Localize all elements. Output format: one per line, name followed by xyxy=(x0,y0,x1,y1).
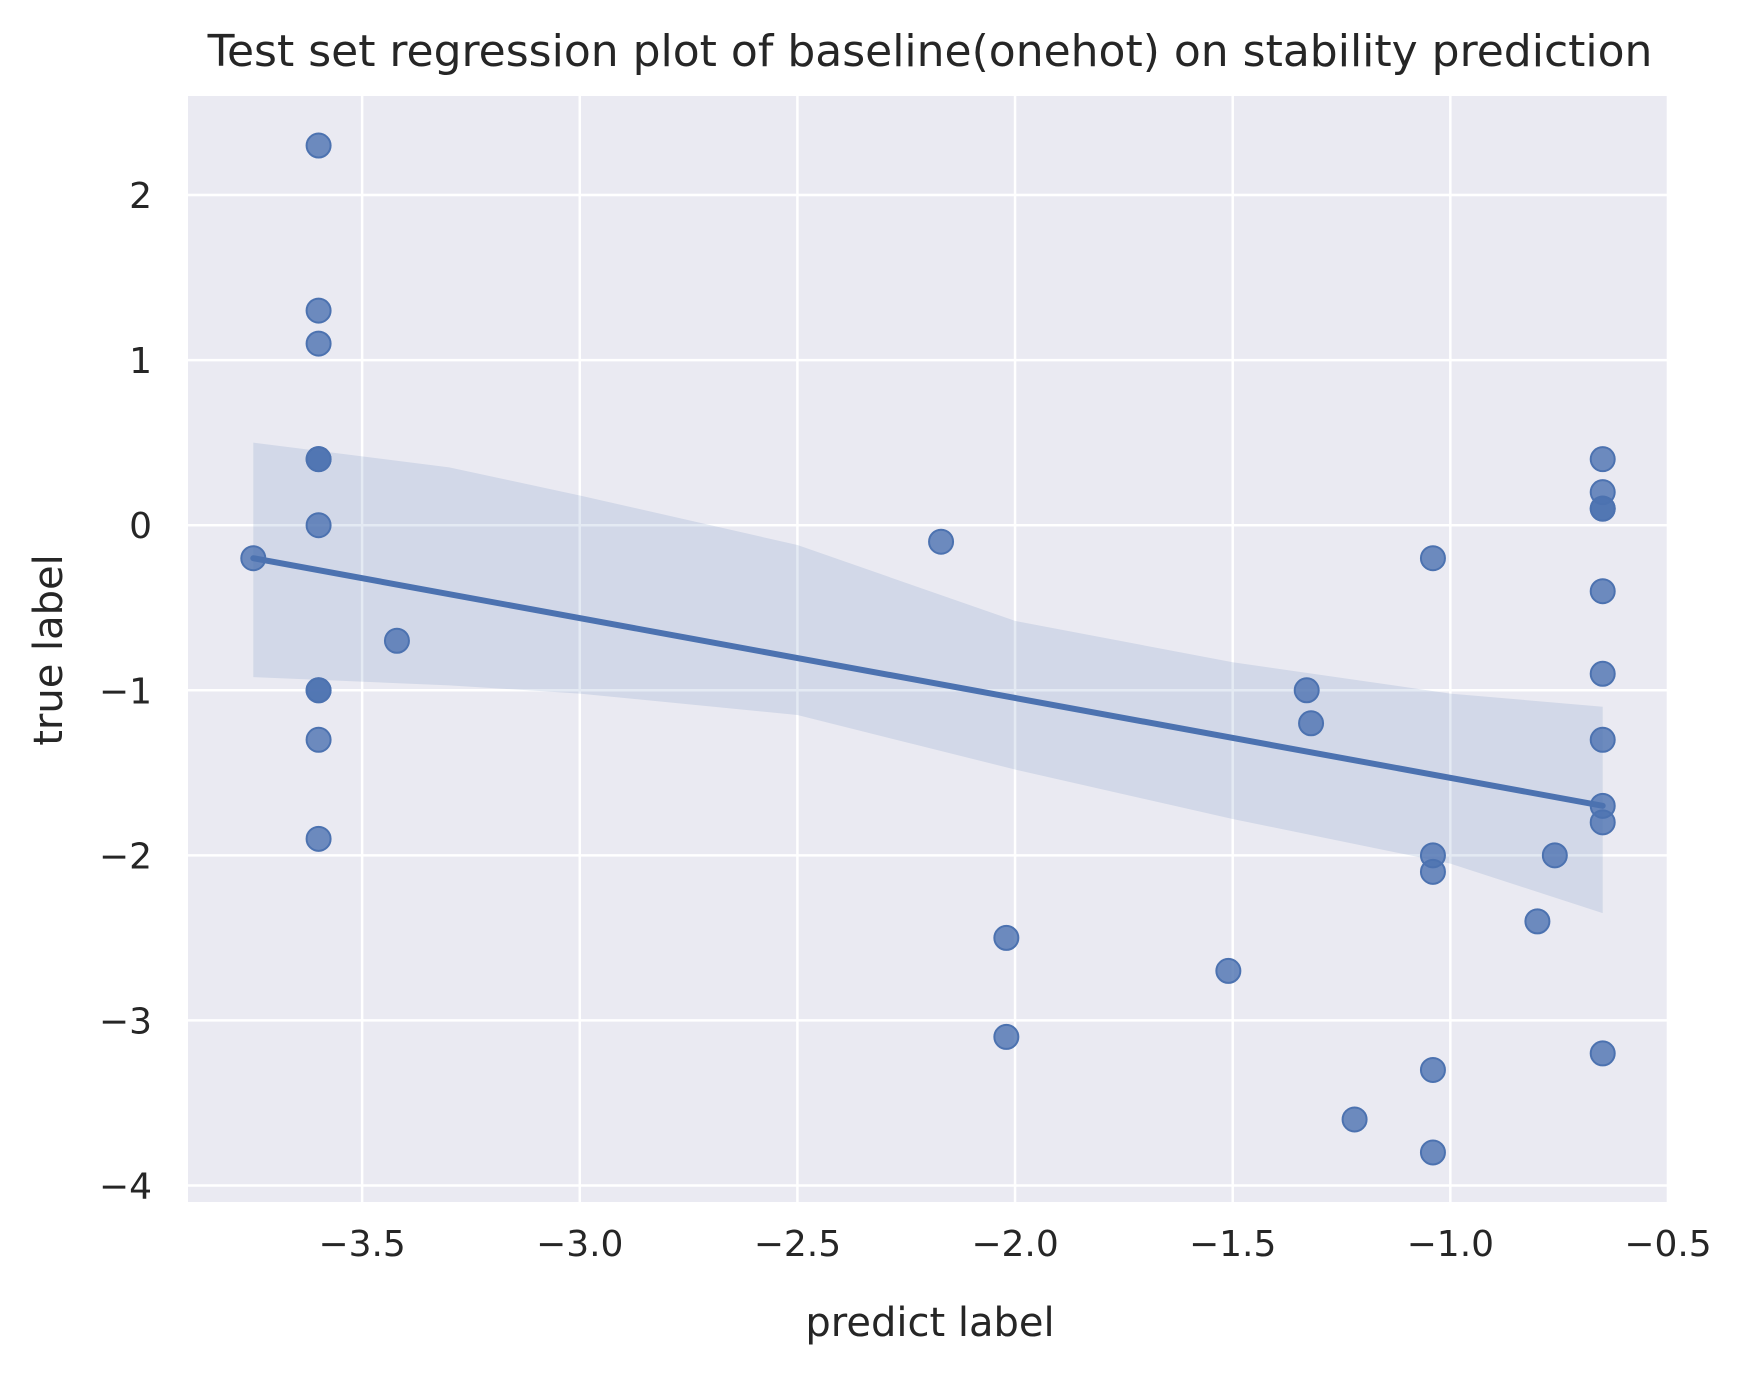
data-point xyxy=(1293,677,1320,704)
data-point xyxy=(1589,446,1616,473)
data-point xyxy=(1589,726,1616,753)
data-point xyxy=(1589,495,1616,522)
data-point xyxy=(305,446,332,473)
data-point xyxy=(1419,858,1446,885)
x-tick-label: −2.5 xyxy=(754,1224,841,1265)
x-tick-label: −1.0 xyxy=(1407,1224,1494,1265)
data-point xyxy=(305,512,332,539)
x-tick-label: −3.0 xyxy=(536,1224,623,1265)
x-tick-label: −3.5 xyxy=(318,1224,405,1265)
data-point xyxy=(1419,1056,1446,1083)
x-axis-label: predict label xyxy=(805,1300,1054,1346)
scatter-points xyxy=(240,132,1616,1166)
data-point xyxy=(1419,1139,1446,1166)
confidence-band-layer xyxy=(253,442,1603,914)
y-tick-label: −4 xyxy=(99,1166,152,1207)
y-tick-label: 1 xyxy=(129,341,152,382)
data-point xyxy=(383,627,410,654)
data-point xyxy=(1541,842,1568,869)
data-point xyxy=(1215,957,1242,984)
plot-area xyxy=(188,96,1668,1202)
chart-title: Test set regression plot of baseline(one… xyxy=(207,26,1653,77)
x-tick-label: −0.5 xyxy=(1624,1224,1711,1265)
x-tick-label: −1.5 xyxy=(1189,1224,1276,1265)
y-tick-label: −3 xyxy=(99,1001,152,1042)
confidence-band xyxy=(253,442,1603,914)
x-tick-label: −2.0 xyxy=(971,1224,1058,1265)
data-point xyxy=(1589,809,1616,836)
y-tick-labels: −4 −3 −2 −1 0 1 2 xyxy=(99,176,152,1207)
data-point xyxy=(305,825,332,852)
data-point xyxy=(1341,1106,1368,1133)
data-point xyxy=(240,545,267,572)
data-point xyxy=(993,924,1020,951)
data-point xyxy=(928,528,955,555)
data-point xyxy=(1298,710,1325,737)
regression-line xyxy=(250,555,1606,809)
data-point xyxy=(1589,1040,1616,1067)
y-tick-label: −1 xyxy=(99,671,152,712)
y-tick-label: 0 xyxy=(129,506,152,547)
data-point xyxy=(305,132,332,159)
data-point xyxy=(1419,545,1446,572)
data-point xyxy=(993,1023,1020,1050)
data-point xyxy=(1589,578,1616,605)
x-tick-labels: −3.5 −3.0 −2.5 −2.0 −1.5 −1.0 −0.5 xyxy=(318,1224,1711,1265)
data-point xyxy=(1589,660,1616,687)
data-point xyxy=(305,297,332,324)
data-point xyxy=(305,726,332,753)
data-point xyxy=(305,677,332,704)
data-point xyxy=(1524,908,1551,935)
data-point xyxy=(305,330,332,357)
y-axis-label: true label xyxy=(26,554,72,746)
y-tick-label: −2 xyxy=(99,836,152,877)
y-tick-label: 2 xyxy=(129,176,152,217)
regression-line-layer xyxy=(250,555,1606,809)
